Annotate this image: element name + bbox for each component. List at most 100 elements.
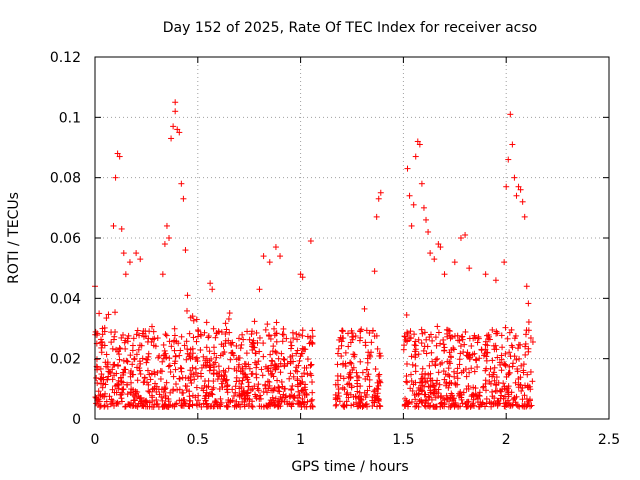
data-point <box>408 398 415 405</box>
data-point <box>226 329 233 336</box>
data-point <box>209 391 216 398</box>
data-point <box>490 371 497 378</box>
data-point <box>294 401 301 408</box>
data-point <box>235 355 242 362</box>
data-point <box>193 384 200 391</box>
data-point <box>111 389 118 396</box>
data-point <box>408 222 415 229</box>
data-point <box>478 347 485 354</box>
data-point <box>182 247 189 254</box>
data-point <box>345 394 352 401</box>
data-point <box>418 180 425 187</box>
data-point <box>191 376 198 383</box>
data-point <box>188 380 195 387</box>
data-point <box>212 359 219 366</box>
data-point <box>415 351 422 358</box>
data-point <box>264 321 271 328</box>
data-point <box>119 369 126 376</box>
data-point <box>298 373 305 380</box>
data-point <box>412 346 419 353</box>
data-point <box>171 347 178 354</box>
data-point <box>499 344 506 351</box>
data-point <box>97 365 104 372</box>
data-point <box>450 345 457 352</box>
data-point <box>116 153 123 160</box>
data-point <box>163 222 170 229</box>
data-point <box>516 355 523 362</box>
data-point <box>514 368 521 375</box>
data-point <box>515 341 522 348</box>
data-point <box>130 371 137 378</box>
data-point <box>161 241 168 248</box>
data-point <box>348 384 355 391</box>
data-point <box>277 360 284 367</box>
axis-ticks <box>94 56 610 420</box>
data-point <box>269 358 276 365</box>
data-point <box>222 330 229 337</box>
data-point <box>415 384 422 391</box>
data-point <box>406 192 413 199</box>
grid-lines <box>95 57 609 419</box>
data-point <box>350 351 357 358</box>
data-point <box>126 259 133 266</box>
data-point <box>103 315 110 322</box>
data-point <box>245 383 252 390</box>
data-point <box>460 389 467 396</box>
data-point <box>253 364 260 371</box>
data-point <box>93 374 100 381</box>
data-point <box>492 277 499 284</box>
data-point <box>416 141 423 148</box>
data-point <box>445 384 452 391</box>
data-point <box>95 396 102 403</box>
data-point <box>216 403 223 410</box>
data-point <box>225 365 232 372</box>
data-point <box>509 141 516 148</box>
data-point <box>523 283 530 290</box>
data-point <box>452 381 459 388</box>
data-point <box>116 345 123 352</box>
data-point <box>148 370 155 377</box>
data-point <box>443 326 450 333</box>
data-point <box>402 336 409 343</box>
data-point <box>223 377 230 384</box>
data-point <box>205 383 212 390</box>
data-point <box>93 400 100 407</box>
data-point <box>236 361 243 368</box>
data-point <box>460 348 467 355</box>
data-point <box>278 378 285 385</box>
data-point <box>183 307 190 314</box>
data-point <box>501 393 508 400</box>
data-point <box>203 392 210 399</box>
data-point <box>256 286 263 293</box>
data-point <box>159 368 166 375</box>
data-point <box>296 331 303 338</box>
data-point <box>224 389 231 396</box>
data-point <box>505 156 512 163</box>
data-point <box>350 401 357 408</box>
data-point <box>440 341 447 348</box>
data-point <box>446 332 453 339</box>
data-point <box>262 326 269 333</box>
data-point <box>139 355 146 362</box>
data-point <box>192 394 199 401</box>
chart-title: Day 152 of 2025, Rate Of TEC Index for r… <box>163 20 538 36</box>
data-point <box>166 362 173 369</box>
data-point <box>181 400 188 407</box>
data-point <box>420 204 427 211</box>
data-point <box>468 365 475 372</box>
data-point <box>474 339 481 346</box>
data-point <box>521 213 528 220</box>
data-point <box>114 382 121 389</box>
data-point <box>122 403 129 410</box>
data-point <box>189 354 196 361</box>
data-point <box>172 99 179 106</box>
data-point <box>115 381 122 388</box>
data-point <box>486 336 493 343</box>
data-point <box>497 388 504 395</box>
data-point <box>441 347 448 354</box>
data-point <box>212 334 219 341</box>
data-point <box>177 347 184 354</box>
data-point <box>456 361 463 368</box>
data-point <box>343 391 350 398</box>
data-point <box>522 351 529 358</box>
